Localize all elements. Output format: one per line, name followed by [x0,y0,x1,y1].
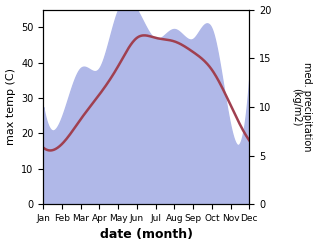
Y-axis label: max temp (C): max temp (C) [5,68,16,145]
X-axis label: date (month): date (month) [100,228,193,242]
Y-axis label: med. precipitation
(kg/m2): med. precipitation (kg/m2) [291,62,313,152]
